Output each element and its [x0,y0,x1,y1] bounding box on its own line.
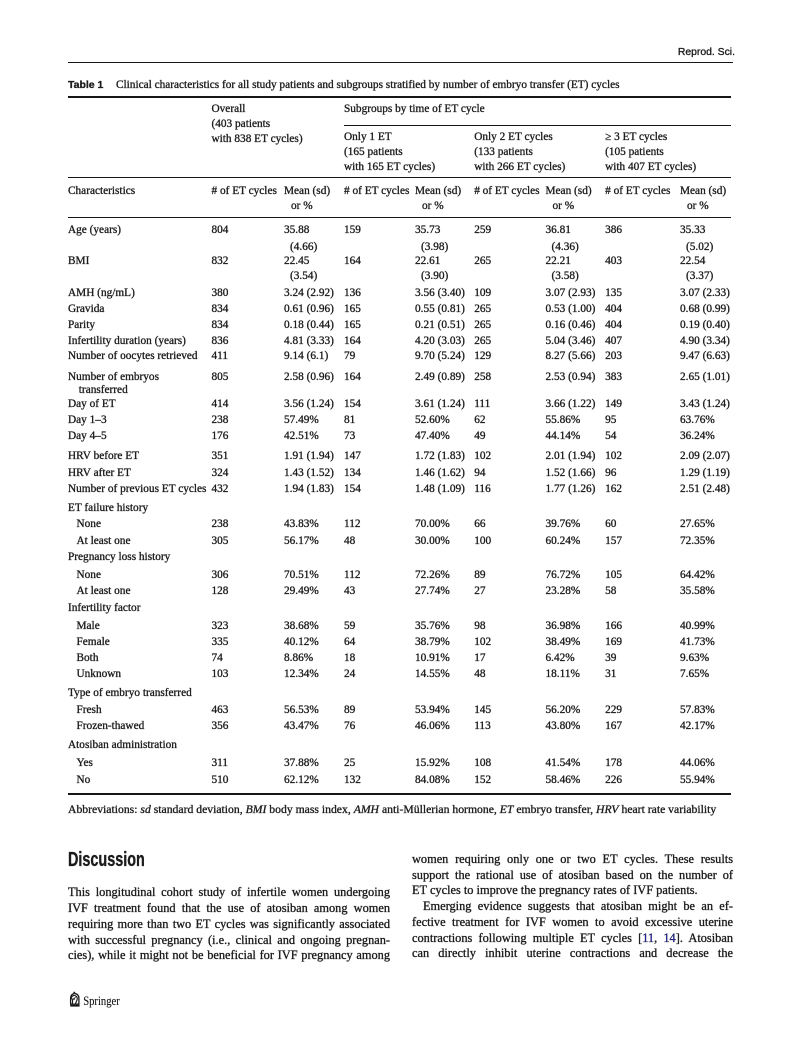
svg-text:Springer: Springer [83,994,120,1008]
